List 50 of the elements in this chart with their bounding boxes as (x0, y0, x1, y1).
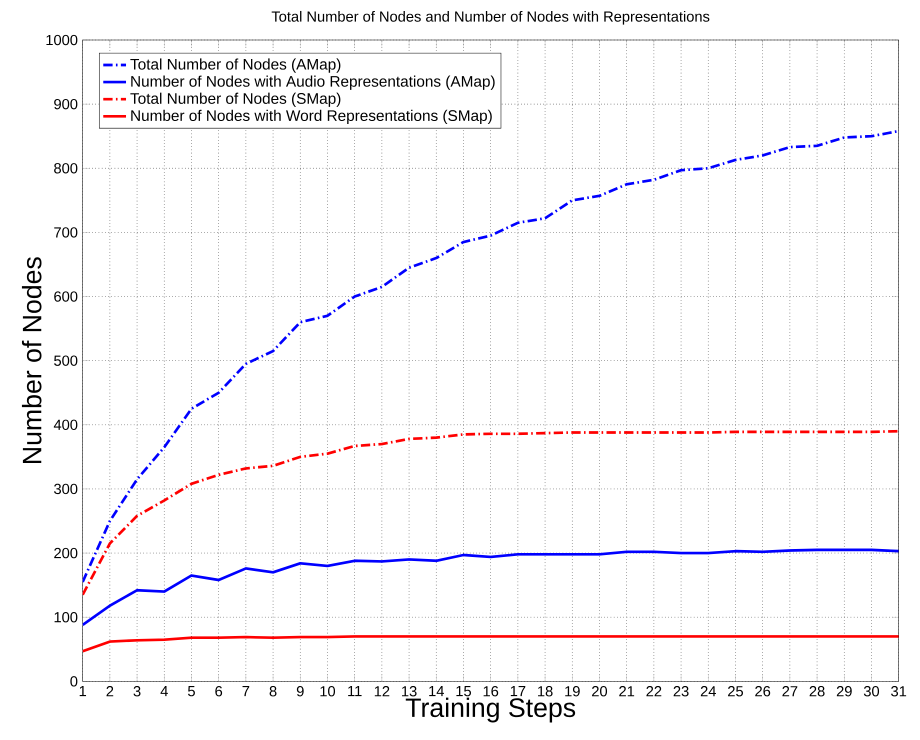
y-tick-label: 0 (70, 676, 78, 687)
x-tick-label: 18 (538, 686, 553, 696)
y-tick-label: 600 (54, 291, 78, 302)
line-series (82, 130, 899, 584)
y-tick-label: 100 (54, 612, 78, 622)
legend-label: Number of Nodes with Word Representations (SMap) (131, 110, 492, 124)
chart-title: Total Number of Nodes and Number of Nodes with Representations (272, 10, 710, 25)
x-tick-label: 6 (215, 686, 222, 696)
x-tick-label: 13 (402, 686, 417, 696)
y-axis-title: Number of Nodes (22, 257, 42, 463)
x-tick-label: 4 (160, 686, 168, 696)
y-tick-label: 900 (54, 98, 78, 110)
x-tick-label: 21 (619, 686, 634, 696)
x-tick-label: 27 (782, 686, 798, 696)
x-tick-label: 20 (592, 686, 608, 696)
y-tick-label: 700 (54, 227, 78, 238)
x-tick-label: 23 (674, 686, 689, 696)
legend-label: Total Number of Nodes (AMap) (130, 58, 340, 73)
y-tick-label: 200 (54, 548, 78, 558)
y-tick-label: 800 (54, 163, 78, 174)
x-axis-title: Training Steps (406, 698, 576, 722)
x-tick-label: 29 (836, 686, 852, 696)
x-tick-label: 7 (242, 686, 250, 696)
x-tick-label: 26 (755, 686, 770, 696)
x-tick-label: 1 (80, 686, 86, 696)
y-tick-label: 400 (54, 420, 78, 430)
x-tick-label: 22 (646, 686, 662, 696)
x-tick-label: 25 (728, 686, 743, 696)
y-tick-label: 1000 (46, 34, 78, 46)
x-tick-label: 16 (484, 686, 498, 696)
x-tick-label: 31 (891, 686, 906, 696)
x-tick-label: 8 (270, 686, 276, 696)
x-tick-label: 3 (134, 686, 140, 696)
x-tick-label: 24 (700, 686, 716, 696)
x-tick-label: 2 (106, 686, 114, 696)
legend-label: Total Number of Nodes (SMap) (130, 92, 340, 107)
legend-label: Number of Nodes with Audio Representations (AMap) (131, 76, 495, 90)
x-tick-label: 17 (510, 686, 526, 696)
x-tick-label: 11 (348, 686, 362, 696)
x-tick-label: 10 (320, 686, 336, 696)
y-tick-label: 300 (54, 484, 78, 494)
x-tick-label: 15 (456, 686, 471, 696)
x-tick-label: 5 (188, 686, 195, 696)
x-tick-label: 12 (374, 686, 390, 696)
y-tick-label: 500 (54, 355, 78, 366)
x-tick-label: 9 (296, 686, 304, 696)
x-tick-label: 14 (429, 686, 444, 696)
x-tick-label: 28 (810, 686, 825, 696)
x-tick-label: 19 (565, 686, 580, 696)
x-tick-label: 30 (864, 686, 880, 696)
